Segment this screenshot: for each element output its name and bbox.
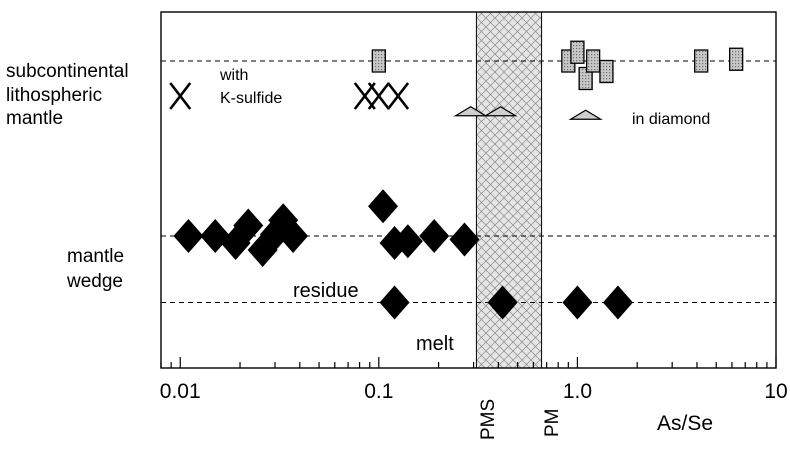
x-axis-label: As/Se: [657, 412, 713, 435]
diamond-marker: [562, 285, 593, 320]
diamond-marker: [368, 189, 399, 224]
row-label-mantle-wedge-2: wedge: [66, 271, 123, 292]
triangle-marker: [483, 106, 518, 117]
square-marker: [585, 49, 601, 73]
diamond-marker: [173, 219, 204, 253]
annotation-melt: melt: [416, 333, 454, 355]
plot-frame: [160, 11, 777, 369]
square-marker: [729, 47, 744, 71]
annotation-residue: residue: [293, 280, 359, 302]
annotation-in-diamond: in diamond: [632, 111, 710, 128]
diamond-marker: [419, 219, 450, 253]
row-label-subcontinental: subcontinental: [6, 61, 129, 82]
x-marker: [367, 82, 390, 110]
diamond-marker: [487, 285, 518, 320]
diamond-marker: [233, 208, 264, 243]
triangle-marker: [568, 109, 603, 120]
reference-band: [475, 11, 543, 369]
x-tick-label: 10: [764, 380, 787, 403]
x-marker: [387, 82, 410, 110]
row-label-mantle-wedge-1: mantle: [67, 246, 124, 267]
triangle-marker: [453, 106, 488, 117]
diamond-marker: [379, 285, 410, 320]
square-marker: [570, 40, 585, 64]
diamond-marker: [278, 219, 309, 253]
x-tick-label: 0.1: [364, 380, 393, 403]
row-label-mantle: mantle: [6, 108, 63, 129]
square-marker: [599, 59, 614, 84]
annotation-ksulfide: K-sulfide: [220, 90, 282, 107]
diamond-marker: [392, 224, 423, 259]
square-marker: [578, 66, 593, 91]
x-tick-label: 0.01: [160, 380, 201, 403]
x-tick-label: 1.0: [563, 380, 592, 403]
x-marker: [169, 82, 192, 110]
square-marker: [694, 49, 709, 73]
row-label-lithospheric: lithospheric: [6, 85, 102, 106]
annotation-with: with: [219, 67, 248, 84]
band-label-pm: PM: [542, 409, 563, 438]
band-label-pms: PMS: [478, 399, 499, 440]
square-marker: [371, 49, 386, 73]
diamond-marker: [602, 285, 633, 320]
diamond-marker: [449, 222, 480, 257]
